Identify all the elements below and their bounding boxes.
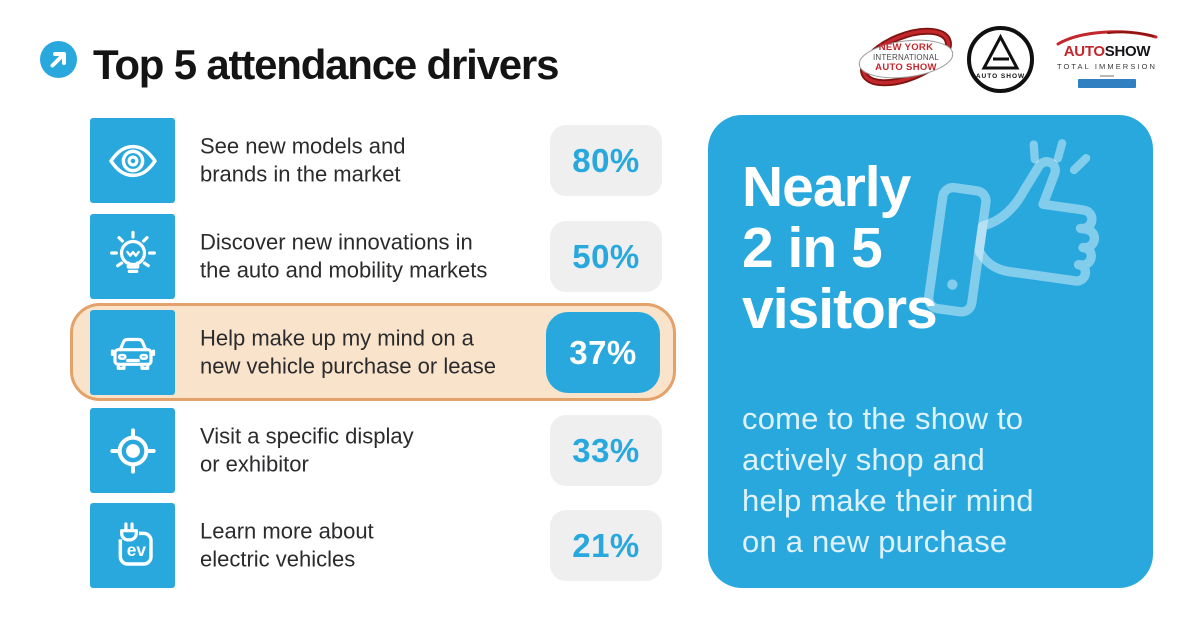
percent-pill: 50% <box>550 221 662 292</box>
driver-label: Discover new innovations in the auto and… <box>200 229 488 283</box>
thumbs-up-icon <box>923 139 1099 317</box>
percent-value: 21% <box>572 526 640 564</box>
percent-pill: 80% <box>550 125 662 196</box>
car-swoosh-icon <box>1056 30 1158 46</box>
percent-pill: 21% <box>550 510 662 581</box>
logo-la-auto-show: AUTO SHOW <box>967 26 1034 93</box>
eye-icon <box>90 118 175 203</box>
nyias-swoosh-icon <box>858 27 954 87</box>
ti-badge <box>1078 79 1136 88</box>
page-title: Top 5 attendance drivers <box>93 41 559 88</box>
ev-plug-icon: ev <box>90 503 175 588</box>
driver-row-vehicle-purchase: Help make up my mind on a new vehicle pu… <box>90 310 665 395</box>
arrow-up-right-icon <box>40 41 77 78</box>
driver-row-electric-vehicles: ev Learn more about electric vehicles 21… <box>90 503 665 588</box>
callout-body: come to the show to actively shop and he… <box>742 401 1034 559</box>
driver-row-specific-display: Visit a specific display or exhibitor 33… <box>90 408 665 493</box>
lightbulb-icon <box>90 214 175 299</box>
callout-panel: Nearly 2 in 5 visitors come to the show … <box>708 115 1153 588</box>
logo-autoshow-total-immersion: AUTOSHOW TOTAL IMMERSION <box>1050 28 1164 92</box>
nyias-logo-text: NEW YORK INTERNATIONAL AUTO SHOW <box>872 42 939 73</box>
percent-value: 80% <box>572 141 640 179</box>
callout-headline: Nearly 2 in 5 visitors <box>742 155 938 341</box>
percent-pill-highlighted: 37% <box>546 312 660 393</box>
driver-row-discover-innovations: Discover new innovations in the auto and… <box>90 214 665 299</box>
la-triangle-icon <box>981 33 1020 70</box>
svg-text:ev: ev <box>126 540 146 560</box>
percent-pill: 33% <box>550 415 662 486</box>
percent-value: 33% <box>572 431 640 469</box>
driver-label: Learn more about electric vehicles <box>200 518 374 572</box>
car-icon <box>90 310 175 395</box>
driver-row-see-new-models: See new models and brands in the market … <box>90 118 665 203</box>
percent-value: 37% <box>569 333 637 371</box>
driver-label: Help make up my mind on a new vehicle pu… <box>200 325 496 379</box>
logo-new-york-international-auto-show: NEW YORK INTERNATIONAL AUTO SHOW <box>854 22 958 92</box>
driver-label: See new models and brands in the market <box>200 133 406 187</box>
percent-value: 50% <box>572 237 640 275</box>
ti-brand-text: AUTOSHOW <box>1063 43 1151 60</box>
driver-label: Visit a specific display or exhibitor <box>200 423 414 477</box>
ti-divider <box>1100 75 1114 77</box>
la-logo-label: AUTO SHOW <box>975 73 1026 80</box>
target-icon <box>90 408 175 493</box>
ti-subtitle: TOTAL IMMERSION <box>1056 62 1158 71</box>
